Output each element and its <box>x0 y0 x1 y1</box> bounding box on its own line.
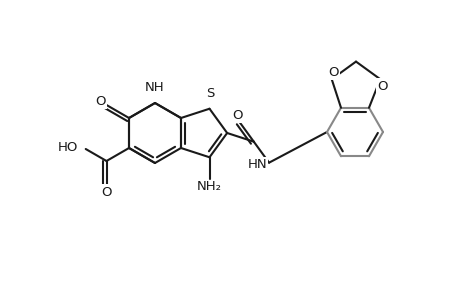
Text: NH₂: NH₂ <box>196 180 222 193</box>
Text: NH: NH <box>145 81 164 94</box>
Text: O: O <box>101 185 112 199</box>
Text: S: S <box>206 87 214 100</box>
Text: O: O <box>376 80 386 93</box>
Text: O: O <box>232 109 242 122</box>
Text: O: O <box>95 94 106 107</box>
Text: O: O <box>328 66 338 79</box>
Text: HO: HO <box>57 140 78 154</box>
Text: HN: HN <box>247 158 267 171</box>
